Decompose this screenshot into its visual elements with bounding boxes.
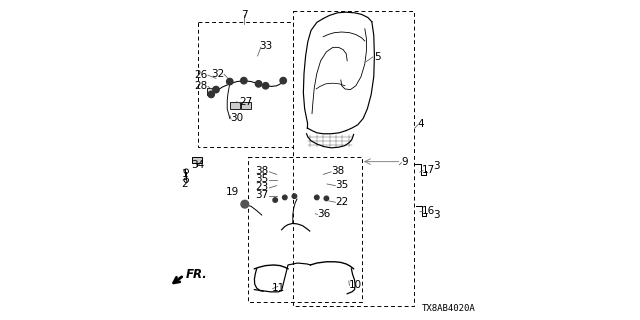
Text: 3: 3 [434,210,440,220]
Bar [292,11,415,306]
Text: 38: 38 [332,166,344,176]
Text: 19: 19 [226,187,239,197]
Text: 35: 35 [335,180,349,190]
Text: 26: 26 [194,70,207,80]
Circle shape [241,77,247,84]
Text: 17: 17 [422,164,435,175]
Circle shape [212,86,219,93]
Text: 30: 30 [230,113,243,124]
Circle shape [227,78,233,85]
Text: 22: 22 [335,196,349,207]
Bar [241,102,251,109]
Text: TX8AB4020A: TX8AB4020A [422,304,475,313]
Text: 2: 2 [182,179,188,189]
Text: 11: 11 [271,283,285,293]
Text: 35: 35 [255,174,268,184]
Text: 38: 38 [255,166,268,176]
Circle shape [314,195,319,200]
Text: 34: 34 [191,160,204,170]
Text: 27: 27 [239,97,253,108]
Text: 28: 28 [194,81,207,91]
Text: 10: 10 [349,280,362,290]
Text: 4: 4 [418,119,424,129]
Circle shape [208,91,214,98]
Text: 37: 37 [255,190,268,200]
Text: 32: 32 [211,68,224,79]
Circle shape [283,195,287,200]
Text: 9: 9 [402,156,408,167]
Circle shape [262,83,269,89]
Text: 23: 23 [255,182,268,192]
Text: 36: 36 [317,209,330,219]
Bar [192,157,202,163]
Text: 1: 1 [182,169,188,180]
Circle shape [273,198,278,202]
Text: 16: 16 [422,205,435,216]
Circle shape [292,194,297,198]
Circle shape [255,81,262,87]
Bar [198,22,293,147]
Bar [248,157,362,302]
Text: 5: 5 [374,52,380,62]
Circle shape [241,200,249,208]
Bar [207,88,213,95]
Circle shape [280,77,287,84]
Text: 7: 7 [241,10,248,20]
Text: 3: 3 [434,161,440,172]
Bar [230,102,240,109]
Circle shape [324,196,329,201]
Text: FR.: FR. [186,268,208,281]
Text: 33: 33 [259,41,273,52]
